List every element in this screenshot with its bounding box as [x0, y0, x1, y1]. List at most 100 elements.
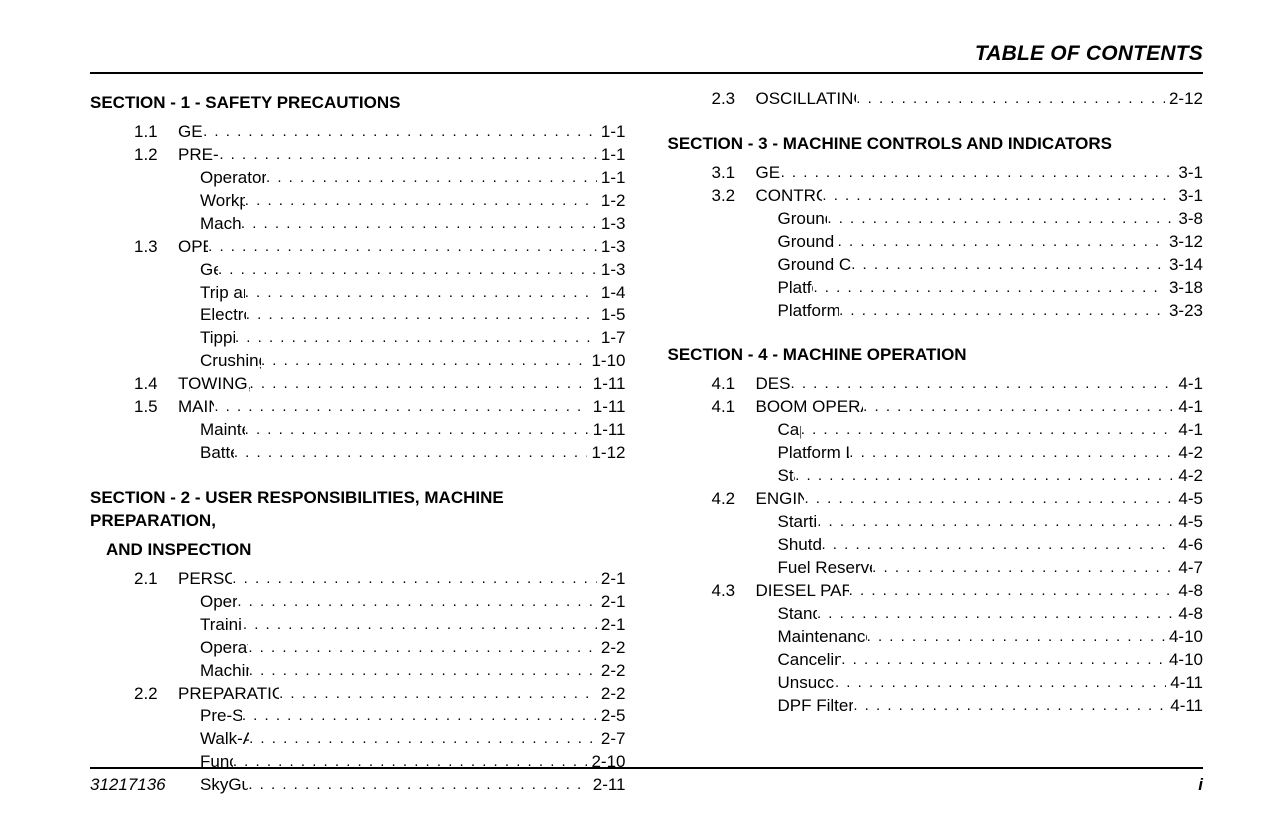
toc-entry: 2.1PERSONNEL TRAINING2-1 — [90, 568, 626, 591]
toc-entry-label: Operator Responsibility — [200, 637, 248, 660]
toc-entry-label: Trip and Fall Hazards — [200, 282, 245, 305]
toc-entry: 4.1DESCRIPTION4-1 — [668, 373, 1204, 396]
toc-leader-dots — [781, 163, 1175, 183]
toc-leader-dots — [839, 301, 1165, 321]
toc-entry-number: 2.3 — [712, 88, 756, 111]
toc-entry-number: 4.3 — [712, 580, 756, 603]
toc-entry-page: 1-1 — [597, 121, 626, 144]
toc-entry: Maintenance Hazards1-11 — [90, 419, 626, 442]
toc-entry-page: 4-11 — [1166, 695, 1203, 718]
toc-leader-dots — [248, 638, 597, 658]
toc-entry-page: 4-8 — [1174, 603, 1203, 626]
toc-leader-dots — [849, 443, 1174, 463]
toc-entry-label: Platform Control Indicator Panel — [778, 300, 840, 323]
toc-entry-label: Platform Load Sensing System (LSS) — [778, 442, 850, 465]
section-heading: SECTION - 2 - USER RESPONSIBILITIES, MAC… — [90, 487, 626, 533]
running-header: TABLE OF CONTENTS — [90, 42, 1203, 66]
footer-docnum: 31217136 — [90, 775, 166, 795]
toc-leader-dots — [203, 122, 597, 142]
toc-leader-dots — [235, 328, 597, 348]
toc-leader-dots — [232, 569, 597, 589]
toc-leader-dots — [817, 604, 1174, 624]
toc-entry-label: Walk-Around Inspection — [200, 728, 249, 751]
toc-leader-dots — [804, 489, 1174, 509]
toc-entry: Crushing and Collision Hazards 1-10 — [90, 350, 626, 373]
toc-entry-page: 2-2 — [597, 660, 626, 683]
toc-entry-number: 2.2 — [134, 683, 178, 706]
toc-entry-label: General — [200, 259, 218, 282]
toc-entry-label: Machine Inspection — [200, 213, 241, 236]
toc-entry-label: Standstill Cleaning — [778, 603, 817, 626]
toc-entry-number: 4.1 — [712, 396, 756, 419]
toc-entry-page: 2-7 — [597, 728, 626, 751]
toc-entry-label: Operator Training — [200, 591, 237, 614]
toc-entry-page: 3-12 — [1165, 231, 1203, 254]
toc-leader-dots — [849, 581, 1175, 601]
toc-entry-page: 1-3 — [597, 236, 626, 259]
toc-entry-label: Maintenance Hazards — [200, 419, 245, 442]
toc-entry-label: Capacities — [778, 419, 801, 442]
toc-entry-number: 3.2 — [712, 185, 756, 208]
toc-entry-page: 1-2 — [597, 190, 626, 213]
toc-leader-dots — [801, 420, 1175, 440]
toc-leader-dots — [853, 696, 1166, 716]
toc-entry-label: GENERAL — [756, 162, 781, 185]
toc-entry: 1.2PRE-OPERATION1-1 — [90, 144, 626, 167]
toc-entry-page: 1-10 — [587, 350, 625, 373]
toc-entry-page: 2-2 — [597, 683, 626, 706]
toc-entry-label: MAINTENANCE — [178, 396, 214, 419]
toc-entry: 1.5MAINTENANCE1-11 — [90, 396, 626, 419]
toc-entry-page: 4-11 — [1166, 672, 1203, 695]
toc-entry-label: Workplace Inspection — [200, 190, 245, 213]
toc-entry-page: 4-10 — [1165, 649, 1203, 672]
section-gap — [90, 465, 626, 483]
toc-leader-dots — [851, 255, 1165, 275]
toc-entry-label: DIESEL PARTICULATE FILTER (IF EQUIPPED) — [756, 580, 849, 603]
toc-leader-dots — [795, 466, 1174, 486]
toc-entry-page: 4-1 — [1174, 419, 1203, 442]
section-heading: SECTION - 4 - MACHINE OPERATION — [668, 344, 1204, 367]
toc-entry: DPF Filter Replacement due to Ash Load4-… — [668, 695, 1204, 718]
toc-leader-dots — [241, 214, 597, 234]
toc-entry-page: 2-1 — [597, 591, 626, 614]
toc-entry-number: 1.5 — [134, 396, 178, 419]
toc-entry-label: Crushing and Collision Hazards — [200, 350, 261, 373]
toc-entry-label: Fuel Reserve/Shut-Off System (Diesel Eng… — [778, 557, 873, 580]
toc-leader-dots — [245, 191, 597, 211]
toc-entry: Platform Console3-18 — [668, 277, 1204, 300]
toc-entry-page: 4-5 — [1174, 511, 1203, 534]
toc-entry-label: Training Supervision — [200, 614, 243, 637]
toc-entry: Starting Procedure4-5 — [668, 511, 1204, 534]
toc-leader-dots — [214, 397, 588, 417]
toc-leader-dots — [827, 209, 1174, 229]
toc-entry: Ground Control Console3-8 — [668, 208, 1204, 231]
toc-entry-page: 1-3 — [597, 259, 626, 282]
toc-entry-page: 3-23 — [1165, 300, 1203, 323]
toc-entry-label: Shutdown Procedure — [778, 534, 822, 557]
toc-leader-dots — [822, 186, 1174, 206]
toc-leader-dots — [245, 283, 597, 303]
toc-entry: Operator Training and Knowledge1-1 — [90, 167, 626, 190]
toc-leader-dots — [867, 627, 1165, 647]
toc-entry: Trip and Fall Hazards1-4 — [90, 282, 626, 305]
toc-entry-page: 4-8 — [1174, 580, 1203, 603]
toc-entry-label: Machine Familiarization — [200, 660, 249, 683]
section-heading: SECTION - 1 - SAFETY PRECAUTIONS — [90, 92, 626, 115]
toc-entry: Shutdown Procedure4-6 — [668, 534, 1204, 557]
toc-column-left: SECTION - 1 - SAFETY PRECAUTIONS1.1GENER… — [90, 88, 626, 797]
toc-leader-dots — [856, 89, 1165, 109]
toc-entry-page: 2-1 — [597, 614, 626, 637]
toc-entry-label: ENGINE OPERATION — [756, 488, 805, 511]
toc-entry: Ground Control Indicator Panel3-12 — [668, 231, 1204, 254]
toc-leader-dots — [249, 661, 597, 681]
toc-entry-label: Tipping Hazards — [200, 327, 235, 350]
toc-leader-dots — [246, 305, 597, 325]
toc-entry-number: 1.2 — [134, 144, 178, 167]
toc-entry-number: 4.2 — [712, 488, 756, 511]
footer-row: 31217136 i — [90, 775, 1203, 795]
toc-entry-label: Electrocution Hazards — [200, 304, 246, 327]
toc-entry-page: 1-3 — [597, 213, 626, 236]
toc-columns: SECTION - 1 - SAFETY PRECAUTIONS1.1GENER… — [90, 88, 1203, 797]
toc-entry-label: GENERAL — [178, 121, 203, 144]
toc-entry-page: 1-5 — [597, 304, 626, 327]
